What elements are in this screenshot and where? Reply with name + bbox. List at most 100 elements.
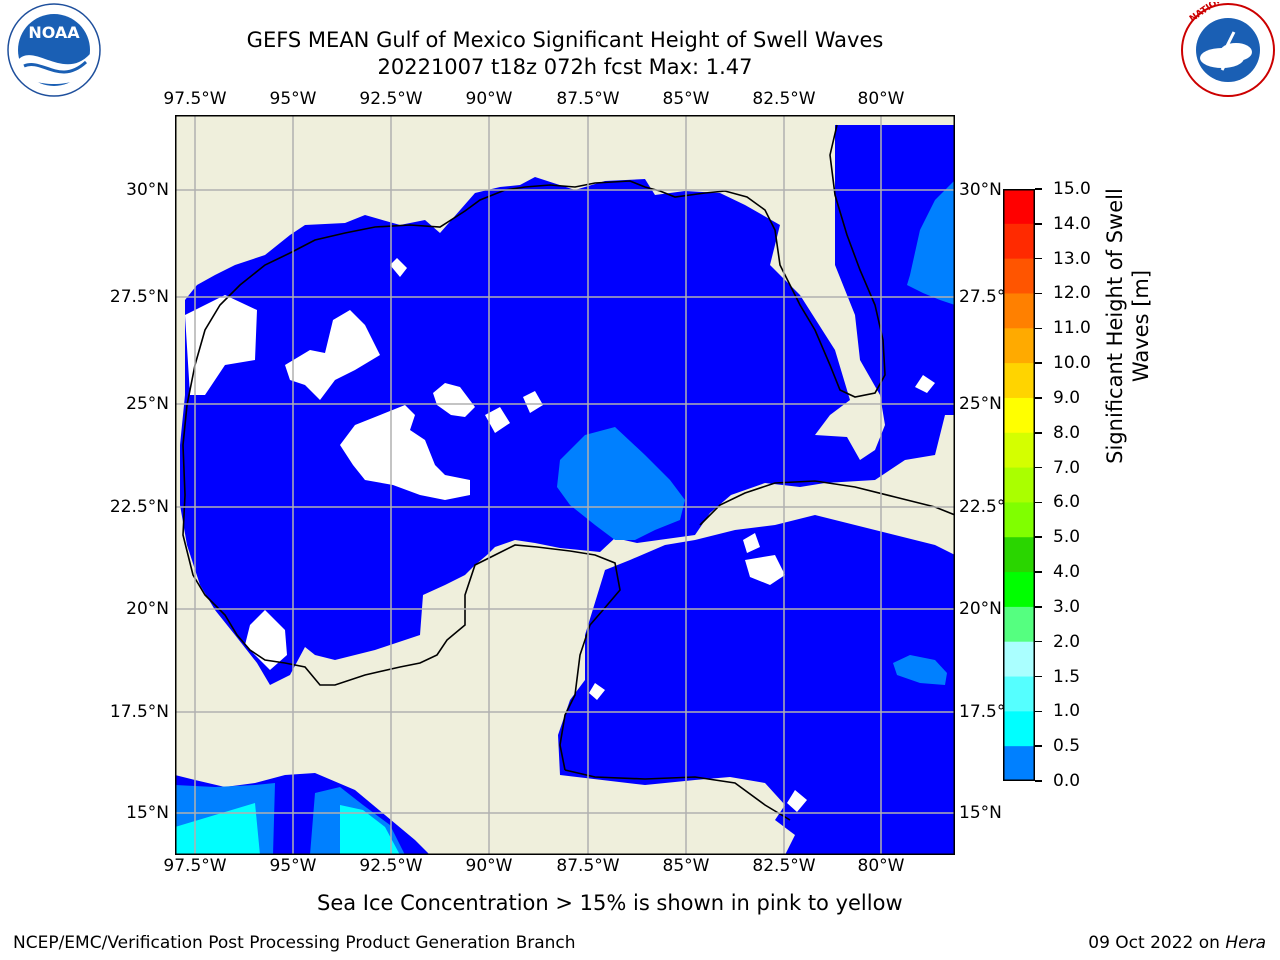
colorbar-tick-mark	[1035, 745, 1042, 747]
colorbar-segment	[1003, 537, 1035, 573]
lon-label-bottom: 92.5°W	[359, 856, 423, 876]
colorbar-tick-mark	[1035, 640, 1042, 643]
lon-label-bottom: 97.5°W	[163, 856, 227, 876]
nodata-patch-6	[390, 258, 407, 277]
colorbar-tick-label: 15.0	[1053, 179, 1091, 199]
colorbar-tick-label: 5.0	[1053, 527, 1081, 548]
colorbar-tick-label: 13.0	[1053, 248, 1091, 269]
lon-label-top: 90°W	[465, 89, 513, 109]
chart-title: GEFS MEAN Gulf of Mexico Significant Hei…	[246, 28, 884, 52]
lat-label-left: 30°N	[126, 180, 169, 200]
colorbar-segment	[1003, 502, 1035, 538]
nodata-patch-1	[340, 405, 470, 500]
colorbar-tick-label: 3.0	[1053, 596, 1081, 617]
footer-left: NCEP/EMC/Verification Post Processing Pr…	[13, 933, 576, 953]
nodata-patch-4	[485, 407, 510, 433]
lon-label-bottom: 80°W	[857, 856, 905, 876]
gulf-ocean	[180, 125, 955, 685]
lat-label-left: 17.5°N	[109, 702, 169, 722]
lon-label-top: 87.5°W	[556, 89, 620, 109]
colorbar-frame	[1003, 189, 1035, 781]
caribbean-ocean	[558, 515, 955, 855]
colorbar-tick-label: 6.0	[1053, 492, 1081, 513]
colorbar-tick-label: 4.0	[1053, 562, 1081, 583]
nodata-patch-8	[743, 533, 760, 553]
colorbar-tick-label: 14.0	[1053, 213, 1091, 234]
colorbar-segment	[1003, 711, 1035, 747]
lon-label-top: 80°W	[857, 89, 905, 109]
colorbar-segment	[1003, 572, 1035, 608]
lon-label-bottom: 90°W	[465, 856, 513, 876]
gulf-of-mexico-map	[175, 115, 955, 855]
lon-label-top: 85°W	[662, 89, 710, 109]
coastline-central-america	[564, 769, 791, 821]
colorbar-tick-mark	[1035, 188, 1042, 190]
coastline-cuba	[699, 480, 955, 526]
colorbar-segment	[1003, 467, 1035, 503]
colorbar-tick-mark	[1035, 780, 1042, 782]
colorbar-segment	[1003, 641, 1035, 678]
lon-label-bottom: 87.5°W	[556, 856, 620, 876]
lat-label-right: 15°N	[959, 803, 1002, 823]
colorbar-segment	[1003, 223, 1035, 260]
noaa-logo-text: NOAA	[28, 23, 80, 42]
pacific-swell-high-2	[340, 805, 400, 855]
colorbar-segment	[1003, 363, 1035, 399]
footer-host: Hera	[1225, 933, 1266, 953]
map-grid	[175, 115, 955, 855]
nodata-patch-9	[915, 375, 935, 393]
colorbar-tick-label: 0.0	[1053, 771, 1081, 791]
lat-label-left: 25°N	[126, 394, 169, 414]
lat-label-left: 20°N	[126, 599, 169, 619]
colorbar-tick-mark	[1035, 292, 1042, 295]
footer-date: 09 Oct 2022 on	[1088, 933, 1226, 953]
colorbar-tick-label: 2.0	[1053, 631, 1081, 652]
colorbar-segment	[1003, 746, 1035, 781]
colorbar-tick-mark	[1035, 536, 1042, 538]
colorbar-tick-mark	[1035, 710, 1042, 713]
nodata-patch-12	[245, 610, 287, 670]
colorbar	[1003, 189, 1035, 781]
lat-label-right: 20°N	[959, 599, 1002, 619]
lat-label-right: 25°N	[959, 394, 1002, 414]
colorbar-tick-label: 11.0	[1053, 318, 1091, 339]
chart-subtitle: 20221007 t18z 072h fcst Max: 1.47	[377, 55, 753, 79]
colorbar-tick-mark	[1035, 501, 1042, 504]
colorbar-tick-label: 8.0	[1053, 422, 1081, 443]
colorbar-segment	[1003, 432, 1035, 469]
lon-label-top: 95°W	[269, 89, 317, 109]
colorbar-tick-mark	[1035, 432, 1042, 434]
colorbar-segment	[1003, 258, 1035, 294]
lon-label-bottom: 95°W	[269, 856, 317, 876]
colorbar-tick-mark	[1035, 257, 1042, 260]
colorbar-label-line2: Waves [m]	[1129, 269, 1153, 383]
colorbar-tick-mark	[1035, 362, 1042, 364]
lon-label-bottom: 82.5°W	[752, 856, 816, 876]
nodata-patch-13	[589, 683, 605, 700]
colorbar-segment	[1003, 293, 1035, 329]
colorbar-tick-mark	[1035, 675, 1042, 678]
lon-label-top: 92.5°W	[359, 89, 423, 109]
nodata-patch-10	[745, 555, 785, 585]
colorbar-tick-mark	[1035, 571, 1042, 573]
colorbar-segment	[1003, 606, 1035, 643]
colorbar-tick-label: 1.5	[1053, 666, 1081, 687]
nodata-patch-2	[285, 310, 380, 400]
colorbar-tick-mark	[1035, 397, 1042, 399]
colorbar-label-line1: Significant Height of Swell	[1103, 188, 1127, 464]
colorbar-label: Significant Height of Swell Waves [m]	[1102, 166, 1154, 486]
sea-ice-caption: Sea Ice Concentration > 15% is shown in …	[317, 891, 903, 915]
nodata-patch-11	[787, 790, 807, 812]
lon-label-bottom: 85°W	[662, 856, 710, 876]
colorbar-tick-label: 7.0	[1053, 457, 1081, 478]
colorbar-segment	[1003, 189, 1035, 225]
pacific-swell-high	[175, 803, 260, 855]
swell-patch-central	[557, 427, 685, 540]
colorbar-tick-label: 0.5	[1053, 736, 1081, 757]
colorbar-tick-label: 9.0	[1053, 387, 1081, 408]
lon-label-top: 82.5°W	[752, 89, 816, 109]
colorbar-segment	[1003, 676, 1035, 712]
lat-label-left: 15°N	[126, 803, 169, 823]
colorbar-tick-label: 12.0	[1053, 283, 1091, 304]
footer-right: 09 Oct 2022 on Hera	[1088, 933, 1266, 953]
